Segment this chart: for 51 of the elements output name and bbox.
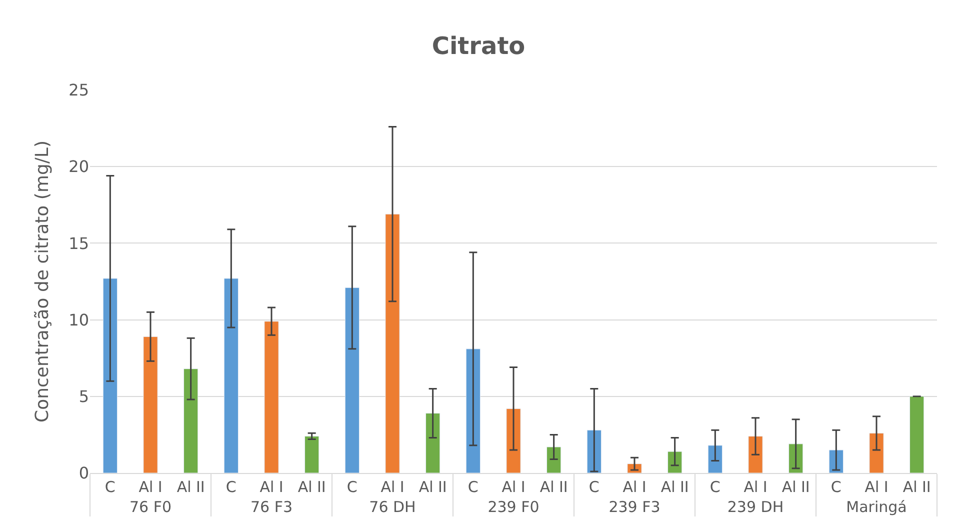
bar (910, 396, 924, 473)
y-axis-title: Concentração de citrato (mg/L) (32, 140, 53, 423)
x-tick-label: 239 DH (727, 498, 784, 516)
y-tick-label: 10 (68, 310, 89, 330)
text: C (830, 478, 842, 496)
text: C (346, 478, 358, 496)
y-tick-label: 0 (78, 464, 89, 483)
text: Al I (864, 478, 888, 496)
series-label: Al II (176, 478, 205, 496)
text: Al II (782, 478, 810, 496)
y-tick-label: 25 (68, 80, 89, 100)
bar (344, 287, 360, 473)
x-tick-label: 76 F0 (129, 498, 172, 516)
series-label: Al I (138, 478, 162, 496)
y-tick-label: 20 (68, 157, 89, 176)
bar (143, 336, 158, 473)
x-tick-label: 76 F3 (250, 498, 293, 516)
text: Al II (540, 478, 568, 496)
bar (304, 436, 320, 473)
x-tick-label: 239 F3 (608, 498, 660, 516)
bar (385, 214, 400, 473)
text: Al II (902, 478, 931, 496)
bar (184, 368, 198, 473)
text: C (588, 478, 600, 496)
bar (224, 278, 238, 473)
text: Al I (502, 478, 526, 496)
x-tick-label: 76 DH (369, 498, 416, 516)
y-tick-label: 5 (78, 387, 89, 406)
bar (102, 278, 118, 473)
bar (426, 413, 440, 473)
text: Al II (418, 478, 447, 496)
text: C (468, 478, 478, 496)
text: Al II (298, 478, 326, 496)
text: Al I (622, 478, 646, 496)
text: Al I (260, 478, 284, 496)
bar (264, 321, 279, 473)
bar (708, 445, 722, 473)
x-tick-label: Maringá (846, 498, 907, 516)
text: C (710, 478, 720, 496)
text: Al II (660, 478, 689, 496)
bar (466, 348, 480, 473)
text: C (226, 478, 236, 496)
text: Al I (744, 478, 768, 496)
bar (546, 446, 562, 473)
x-tick-label: 239 F0 (488, 498, 540, 516)
y-tick-label: 15 (68, 234, 89, 253)
bar (748, 436, 763, 473)
bar (869, 432, 884, 473)
series-label: C (104, 478, 116, 496)
chart-title: Citrato (432, 32, 526, 60)
text: Al I (380, 478, 404, 496)
